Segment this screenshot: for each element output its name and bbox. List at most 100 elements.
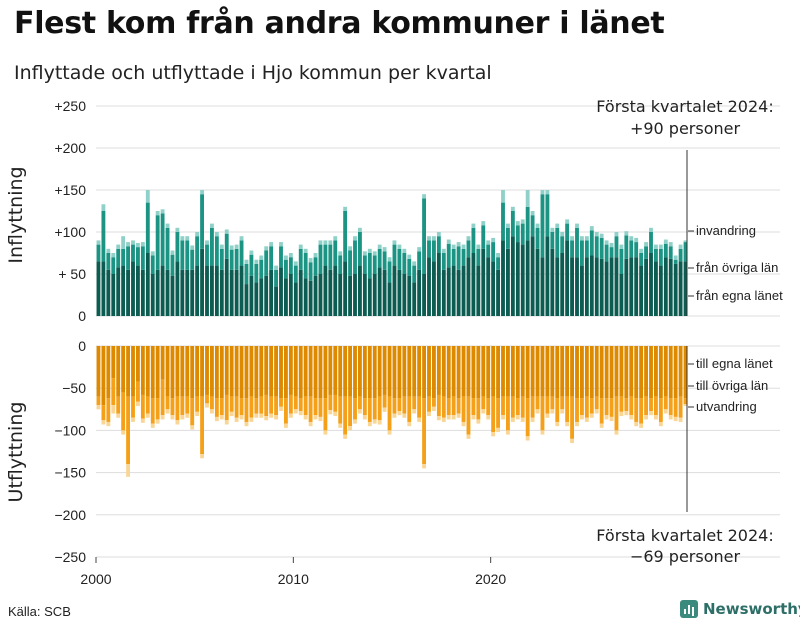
bar-segment-egna	[279, 267, 283, 316]
bar-segment-migration	[550, 227, 555, 232]
bar-segment-migration	[609, 416, 614, 422]
bar-segment-egna	[126, 269, 130, 316]
bar-segment-migration	[560, 232, 565, 237]
bar-segment-ovriga	[303, 253, 308, 279]
bar-segment-egna	[224, 258, 229, 316]
bar-segment-migration	[106, 421, 111, 427]
bar-segment-ovriga	[264, 250, 269, 276]
bar-segment-migration	[481, 221, 486, 226]
bar-segment-egna	[244, 284, 249, 316]
bar-segment-ovriga	[323, 398, 328, 431]
bar-segment-ovriga	[599, 237, 604, 259]
bar-segment-ovriga	[417, 396, 422, 418]
bar-segment-ovriga	[284, 398, 288, 424]
bar-segment-migration	[155, 419, 160, 424]
bar-segment-migration	[185, 236, 190, 241]
bar-segment-egna	[101, 346, 106, 406]
bar-segment-migration	[594, 409, 599, 414]
bar-segment-migration	[422, 194, 426, 199]
bar-segment-migration	[496, 253, 500, 258]
bar-segment-egna	[456, 269, 461, 316]
bar-chart-icon	[680, 600, 698, 618]
bar-segment-migration	[678, 244, 683, 249]
bar-segment-migration	[269, 413, 274, 418]
bar-segment-migration	[205, 403, 209, 408]
bar-segment-migration	[239, 236, 244, 241]
bar-segment-egna	[214, 346, 219, 399]
bar-segment-ovriga	[165, 396, 170, 410]
bar-segment-egna	[279, 346, 283, 399]
bar-segment-ovriga	[333, 394, 338, 412]
bar-segment-migration	[362, 251, 367, 256]
bar-segment-migration	[649, 410, 653, 416]
bar-segment-migration	[377, 420, 382, 425]
bar-segment-ovriga	[456, 246, 461, 270]
bar-segment-ovriga	[634, 242, 639, 258]
bar-segment-egna	[654, 346, 658, 397]
bar-segment-egna	[466, 257, 471, 316]
bar-segment-egna	[525, 240, 530, 316]
bar-segment-egna	[101, 261, 106, 316]
bar-segment-egna	[136, 265, 140, 316]
bar-segment-ovriga	[496, 398, 500, 428]
bar-segment-egna	[471, 253, 476, 316]
bar-segment-migration	[185, 413, 190, 418]
bar-segment-egna	[323, 346, 328, 399]
bar-segment-migration	[446, 239, 451, 244]
bar-segment-ovriga	[229, 396, 234, 412]
bar-segment-ovriga	[279, 398, 283, 407]
bar-segment-egna	[214, 265, 219, 316]
bar-segment-migration	[402, 248, 407, 253]
bar-segment-egna	[348, 346, 352, 397]
bar-segment-migration	[155, 211, 160, 216]
bar-segment-ovriga	[510, 396, 515, 418]
bar-segment-migration	[412, 409, 417, 414]
bar-segment-migration	[550, 409, 555, 414]
y-tick-label: +250	[54, 98, 86, 114]
bar-segment-migration	[580, 236, 584, 241]
bar-segment-ovriga	[343, 211, 348, 262]
bar-segment-ovriga	[609, 398, 614, 417]
bar-segment-egna	[131, 261, 135, 316]
bar-segment-egna	[599, 346, 604, 399]
bar-segment-ovriga	[501, 202, 505, 241]
bar-segment-migration	[515, 415, 520, 420]
bar-segment-migration	[441, 417, 446, 422]
bar-segment-egna	[658, 265, 663, 316]
bar-segment-migration	[284, 423, 288, 428]
bar-segment-migration	[96, 240, 101, 245]
bar-segment-migration	[501, 415, 505, 420]
bar-segment-ovriga	[471, 398, 476, 416]
bar-segment-ovriga	[683, 242, 688, 262]
bar-segment-ovriga	[249, 396, 254, 418]
bar-segment-egna	[604, 261, 609, 316]
bar-segment-ovriga	[308, 262, 313, 281]
bar-segment-egna	[397, 269, 402, 316]
bar-segment-migration	[249, 417, 254, 422]
bar-segment-migration	[387, 257, 392, 262]
bar-segment-ovriga	[624, 398, 629, 411]
bar-segment-migration	[318, 240, 323, 245]
chart-subtitle: Inflyttade och utflyttade i Hjo kommun p…	[14, 62, 492, 84]
bar-segment-ovriga	[629, 396, 634, 416]
bar-segment-ovriga	[382, 394, 387, 408]
bar-segment-migration	[279, 242, 283, 247]
bar-segment-migration	[427, 236, 431, 241]
bar-segment-ovriga	[214, 236, 219, 266]
bar-segment-ovriga	[205, 244, 209, 266]
bar-segment-ovriga	[402, 253, 407, 274]
annotation-line-1: Första kvartalet 2024:	[596, 97, 773, 116]
bar-segment-egna	[150, 274, 155, 316]
bar-segment-ovriga	[535, 396, 540, 410]
bar-segment-migration	[407, 421, 412, 427]
bar-segment-migration	[367, 421, 372, 427]
bar-segment-ovriga	[190, 249, 195, 270]
bar-segment-egna	[456, 346, 461, 399]
bar-segment-ovriga	[634, 398, 639, 422]
bar-segment-ovriga	[525, 206, 530, 241]
bar-segment-migration	[678, 417, 683, 422]
bar-segment-migration	[501, 190, 505, 203]
bar-segment-egna	[219, 346, 224, 399]
bar-segment-migration	[436, 232, 441, 237]
bar-segment-ovriga	[136, 381, 140, 402]
